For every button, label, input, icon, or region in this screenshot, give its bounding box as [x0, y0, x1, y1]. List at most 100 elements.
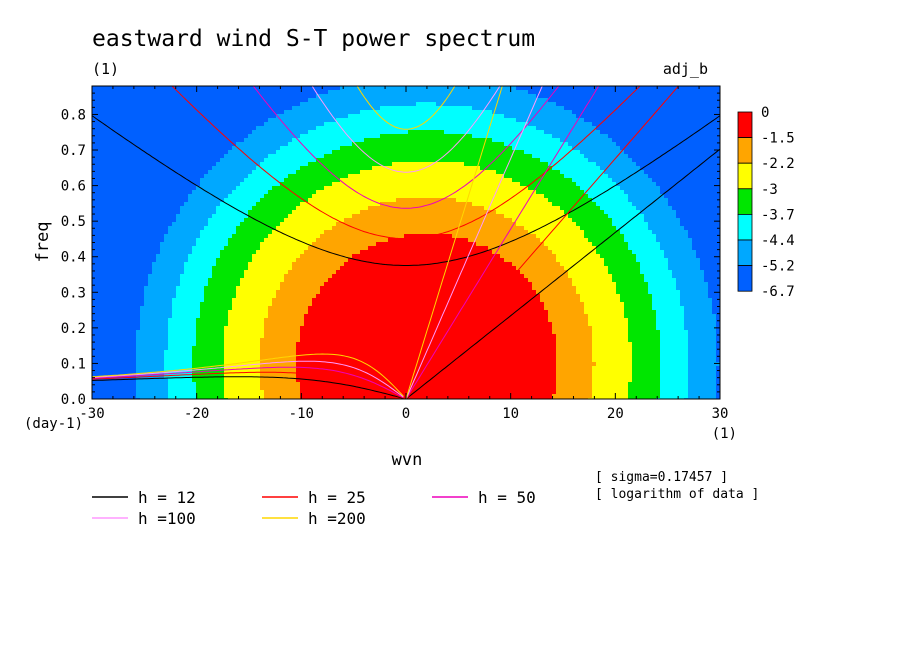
heatmap-cell — [400, 194, 405, 199]
heatmap-cell — [352, 162, 357, 167]
heatmap-cell — [136, 118, 141, 123]
heatmap-cell — [596, 110, 601, 115]
heatmap-cell — [364, 134, 369, 139]
heatmap-cell — [672, 122, 677, 127]
heatmap-cell — [96, 154, 101, 159]
heatmap-cell — [616, 150, 621, 155]
heatmap-cell — [608, 106, 613, 111]
heatmap-cell — [256, 166, 261, 171]
heatmap-cell — [236, 134, 241, 139]
heatmap-cell — [400, 174, 405, 179]
heatmap-cell — [676, 118, 681, 123]
heatmap-cell — [712, 134, 717, 139]
heatmap-cell — [220, 158, 225, 163]
heatmap-cell — [552, 190, 557, 195]
heatmap-cell — [160, 178, 165, 183]
heatmap-cell — [248, 94, 253, 99]
heatmap-cell — [288, 110, 293, 115]
heatmap-cell — [92, 114, 97, 119]
heatmap-cell — [688, 138, 693, 143]
heatmap-cell — [500, 86, 505, 91]
heatmap-cell — [264, 134, 269, 139]
heatmap-cell — [152, 146, 157, 151]
heatmap-cell — [340, 158, 345, 163]
heatmap-cell — [360, 126, 365, 131]
heatmap-cell — [540, 158, 545, 163]
heatmap-cell — [448, 102, 453, 107]
heatmap-cell — [500, 198, 505, 203]
heatmap-cell — [564, 122, 569, 127]
heatmap-cell — [308, 162, 313, 167]
heatmap-cell — [352, 178, 357, 183]
heatmap-cell — [236, 106, 241, 111]
heatmap-cell — [332, 190, 337, 195]
heatmap-cell — [416, 198, 421, 203]
heatmap-cell — [612, 202, 617, 207]
heatmap-cell — [188, 210, 193, 215]
heatmap-cell — [548, 206, 553, 211]
heatmap-cell — [204, 158, 209, 163]
heatmap-cell — [392, 138, 397, 143]
heatmap-cell — [268, 170, 273, 175]
heatmap-cell — [656, 190, 661, 195]
heatmap-cell — [256, 98, 261, 103]
heatmap-cell — [180, 210, 185, 215]
heatmap-cell — [368, 130, 373, 135]
heatmap-cell — [472, 110, 477, 115]
heatmap-cell — [660, 122, 665, 127]
heatmap-cell — [712, 198, 717, 203]
heatmap-cell — [712, 86, 717, 91]
heatmap-cell — [364, 110, 369, 115]
heatmap-cell — [516, 130, 521, 135]
heatmap-cell — [104, 206, 109, 211]
heatmap-cell — [600, 170, 605, 175]
heatmap-cell — [452, 162, 457, 167]
heatmap-cell — [500, 94, 505, 99]
heatmap-cell — [476, 110, 481, 115]
heatmap-cell — [292, 142, 297, 147]
heatmap-cell — [544, 178, 549, 183]
heatmap-cell — [180, 106, 185, 111]
heatmap-cell — [292, 110, 297, 115]
heatmap-cell — [356, 98, 361, 103]
heatmap-cell — [640, 162, 645, 167]
heatmap-cell — [688, 130, 693, 135]
heatmap-cell — [244, 134, 249, 139]
heatmap-cell — [500, 174, 505, 179]
heatmap-cell — [124, 170, 129, 175]
heatmap-cell — [716, 186, 720, 191]
heatmap-cell — [224, 106, 229, 111]
heatmap-cell — [128, 134, 133, 139]
heatmap-cell — [124, 98, 129, 103]
heatmap-cell — [532, 170, 537, 175]
heatmap-cell — [228, 150, 233, 155]
heatmap-cell — [212, 110, 217, 115]
heatmap-cell — [256, 122, 261, 127]
heatmap-cell — [452, 138, 457, 143]
heatmap-cell — [336, 90, 341, 95]
heatmap-cell — [596, 158, 601, 163]
heatmap-cell — [380, 130, 385, 135]
heatmap-cell — [516, 98, 521, 103]
heatmap-cell — [408, 130, 413, 135]
heatmap-cell — [264, 194, 269, 199]
heatmap-cell — [344, 130, 349, 135]
heatmap-cell — [216, 206, 221, 211]
heatmap-cell — [380, 86, 385, 91]
heatmap-cell — [252, 190, 257, 195]
heatmap-cell — [576, 146, 581, 151]
heatmap-cell — [488, 106, 493, 111]
heatmap-cell — [548, 90, 553, 95]
heatmap-cell — [268, 198, 273, 203]
heatmap-cell — [472, 170, 477, 175]
heatmap-cell — [584, 134, 589, 139]
heatmap-cell — [188, 146, 193, 151]
heatmap-cell — [596, 206, 601, 211]
heatmap-cell — [140, 106, 145, 111]
heatmap-cell — [284, 142, 289, 147]
heatmap-cell — [352, 150, 357, 155]
heatmap-cell — [392, 98, 397, 103]
heatmap-cell — [692, 202, 697, 207]
heatmap-cell — [604, 174, 609, 179]
heatmap-cell — [592, 134, 597, 139]
